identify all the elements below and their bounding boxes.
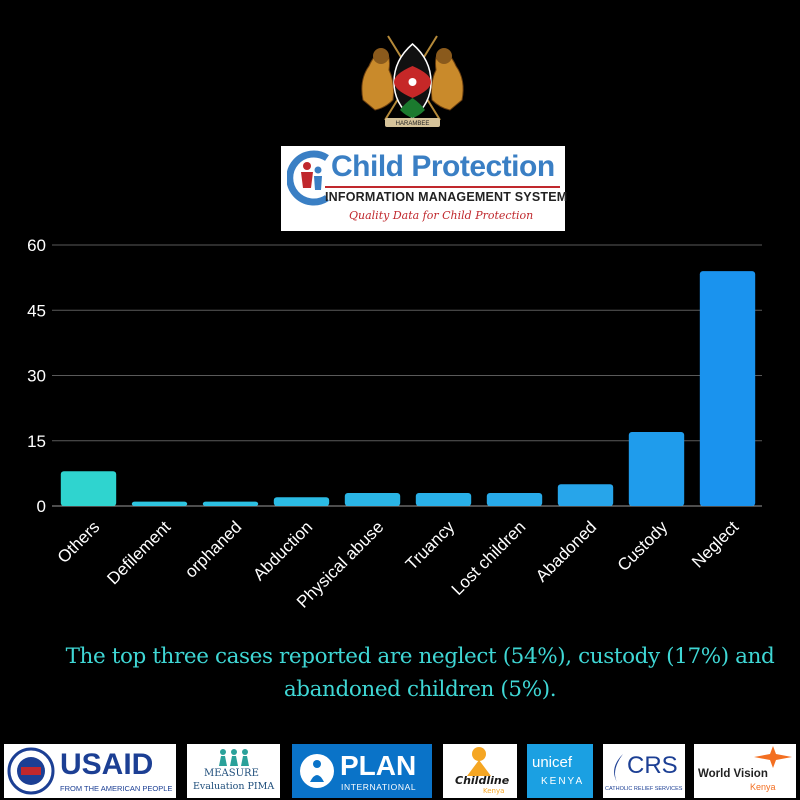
bar-defilement: [131, 501, 188, 506]
y-tick-label: 30: [27, 367, 46, 386]
usaid-name: USAID: [60, 748, 154, 781]
bar-orphaned: [202, 501, 259, 506]
kenya-coat-of-arms-logo: HARAMBEE: [361, 35, 464, 127]
usaid-sub: FROM THE AMERICAN PEOPLE: [60, 784, 173, 793]
usaid-logo: USAID FROM THE AMERICAN PEOPLE: [4, 744, 176, 798]
partner-logos: USAID FROM THE AMERICAN PEOPLE MEASURE E…: [0, 740, 800, 800]
unicef-sub: KENYA: [541, 776, 585, 787]
unicef-kenya-logo: unicef KENYA: [527, 744, 593, 798]
world-vision-name: World Vision: [698, 768, 768, 780]
y-axis-tick-labels: 0 15 30 45 60: [27, 236, 46, 516]
x-tick-label: orphaned: [181, 517, 245, 581]
y-tick-label: 0: [37, 497, 46, 516]
cpims-tagline: Quality Data for Child Protection: [349, 209, 534, 222]
cpims-title: Child Protection: [331, 150, 555, 183]
crs-flame-icon: [614, 754, 623, 782]
measure-sub: Evaluation PIMA: [193, 781, 275, 792]
cpims-rule: [325, 186, 560, 188]
crs-name: CRS: [627, 752, 678, 779]
cpims-logo: Child Protection INFORMATION MANAGEMENT …: [281, 146, 568, 231]
plan-name: PLAN: [340, 750, 417, 781]
bar-lost-children: [486, 492, 543, 506]
world-vision-kenya-logo: World Vision Kenya: [694, 744, 796, 798]
bar-custody: [628, 432, 685, 506]
bar-abduction: [273, 497, 330, 506]
plan-person-icon: [300, 754, 334, 788]
x-tick-label: Others: [54, 517, 104, 567]
measure-name: MEASURE: [204, 768, 259, 779]
x-tick-label: Abduction: [249, 517, 316, 584]
bar-physical-abuse: [344, 492, 401, 506]
y-tick-label: 60: [27, 236, 46, 255]
x-tick-label: Neglect: [688, 517, 742, 571]
crs-logo: CRS CATHOLIC RELIEF SERVICES: [603, 744, 685, 798]
children-icon: [287, 150, 329, 206]
world-vision-sub: Kenya: [750, 782, 776, 792]
bar-abadoned: [557, 484, 614, 506]
x-tick-label: Lost children: [448, 517, 530, 599]
plan-sub: INTERNATIONAL: [341, 782, 417, 792]
world-vision-star-icon: [754, 746, 792, 768]
bar-neglect: [699, 271, 756, 506]
bar-others: [60, 471, 117, 506]
bars: [60, 271, 756, 506]
x-tick-label: Abadoned: [532, 517, 600, 585]
childline-name: Childline: [455, 774, 510, 787]
chart-caption: The top three cases reported are neglect…: [65, 644, 775, 702]
y-tick-label: 15: [27, 432, 46, 451]
x-tick-label: Custody: [614, 517, 672, 575]
cpims-subtitle: INFORMATION MANAGEMENT SYSTEM: [325, 190, 568, 204]
coat-of-arms-motto: HARAMBEE: [396, 121, 430, 127]
people-icon: [219, 749, 249, 766]
y-tick-label: 45: [27, 301, 46, 320]
measure-evaluation-logo: MEASURE Evaluation PIMA: [187, 744, 280, 798]
bar-chart: 0 15 30 45 60 Others Defilement orphaned Abduct…: [27, 236, 762, 612]
childline-kenya-logo: Childline Kenya: [443, 744, 517, 798]
childline-sub: Kenya: [483, 787, 505, 795]
crs-sub: CATHOLIC RELIEF SERVICES: [605, 786, 683, 792]
bar-truancy: [415, 492, 472, 506]
x-axis-tick-labels: Others Defilement orphaned AbductionPhysica…: [54, 517, 743, 612]
childline-figure-icon: [467, 747, 491, 776]
usaid-seal-icon: [7, 747, 55, 795]
unicef-name: unicef: [532, 754, 573, 771]
x-tick-label: Defilement: [103, 517, 174, 588]
plan-international-logo: PLAN INTERNATIONAL: [292, 744, 432, 798]
x-tick-label: Truancy: [402, 517, 459, 574]
